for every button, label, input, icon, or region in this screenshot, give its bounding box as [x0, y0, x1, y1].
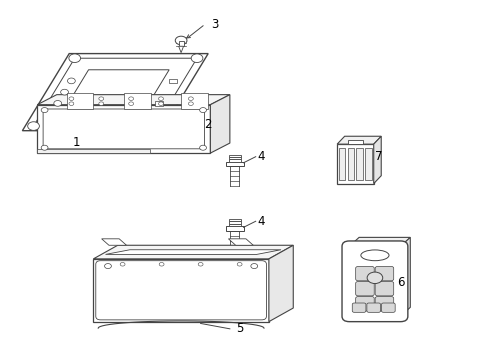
- FancyBboxPatch shape: [351, 303, 365, 312]
- FancyBboxPatch shape: [355, 282, 373, 296]
- Circle shape: [366, 272, 382, 284]
- Ellipse shape: [360, 250, 388, 261]
- Polygon shape: [61, 70, 169, 114]
- Bar: [356, 148, 363, 180]
- Circle shape: [128, 102, 133, 105]
- Text: 2: 2: [204, 118, 211, 131]
- Polygon shape: [37, 105, 210, 153]
- Circle shape: [191, 54, 203, 63]
- Circle shape: [41, 145, 48, 150]
- Circle shape: [237, 262, 242, 266]
- Bar: [155, 101, 163, 105]
- Bar: [228, 159, 241, 162]
- FancyBboxPatch shape: [341, 241, 407, 321]
- Bar: [178, 41, 183, 46]
- Circle shape: [198, 262, 203, 266]
- FancyBboxPatch shape: [96, 261, 266, 320]
- Polygon shape: [210, 95, 229, 153]
- Circle shape: [104, 264, 111, 269]
- Circle shape: [199, 108, 206, 113]
- Circle shape: [99, 97, 103, 100]
- Bar: [225, 226, 243, 231]
- Circle shape: [175, 36, 186, 45]
- Bar: [347, 140, 362, 144]
- Text: 1: 1: [72, 136, 80, 149]
- Polygon shape: [22, 54, 208, 131]
- Circle shape: [69, 97, 74, 100]
- Text: 7: 7: [374, 150, 382, 163]
- Polygon shape: [34, 58, 197, 126]
- Circle shape: [69, 102, 74, 105]
- Bar: [37, 149, 149, 153]
- Polygon shape: [178, 46, 183, 53]
- Text: 3: 3: [211, 18, 219, 31]
- Bar: [228, 221, 241, 224]
- Polygon shape: [268, 245, 293, 321]
- Bar: [228, 219, 241, 221]
- Polygon shape: [400, 237, 409, 316]
- Polygon shape: [348, 246, 400, 316]
- Polygon shape: [37, 95, 229, 105]
- Circle shape: [150, 122, 162, 130]
- FancyBboxPatch shape: [374, 282, 393, 296]
- Circle shape: [99, 102, 103, 105]
- Text: 4: 4: [257, 215, 265, 228]
- Polygon shape: [105, 250, 281, 255]
- Circle shape: [158, 102, 163, 105]
- Polygon shape: [228, 239, 253, 245]
- Circle shape: [54, 100, 61, 106]
- FancyBboxPatch shape: [381, 303, 394, 312]
- Circle shape: [69, 54, 81, 63]
- Circle shape: [41, 108, 48, 113]
- Circle shape: [159, 262, 163, 266]
- Bar: [168, 79, 176, 83]
- Bar: [123, 93, 150, 109]
- Text: 4: 4: [257, 150, 265, 163]
- Polygon shape: [348, 237, 409, 246]
- Polygon shape: [93, 245, 293, 259]
- Text: 5: 5: [235, 322, 243, 335]
- FancyBboxPatch shape: [355, 297, 373, 311]
- Circle shape: [28, 122, 40, 130]
- Text: 6: 6: [396, 276, 404, 289]
- Circle shape: [250, 264, 257, 269]
- Circle shape: [120, 262, 125, 266]
- FancyBboxPatch shape: [43, 109, 204, 149]
- Polygon shape: [93, 259, 268, 321]
- Circle shape: [158, 97, 163, 100]
- Bar: [66, 93, 93, 109]
- Polygon shape: [336, 136, 381, 144]
- Bar: [181, 93, 207, 109]
- FancyBboxPatch shape: [355, 266, 373, 281]
- Polygon shape: [336, 144, 373, 184]
- Circle shape: [199, 145, 206, 150]
- FancyBboxPatch shape: [374, 266, 393, 281]
- Bar: [225, 162, 243, 166]
- FancyBboxPatch shape: [366, 303, 380, 312]
- Bar: [228, 154, 241, 157]
- Polygon shape: [102, 239, 126, 245]
- Circle shape: [188, 102, 193, 105]
- Circle shape: [128, 97, 133, 100]
- Circle shape: [61, 89, 68, 95]
- Bar: [365, 148, 371, 180]
- Circle shape: [188, 97, 193, 100]
- Bar: [228, 224, 241, 226]
- Bar: [347, 148, 354, 180]
- FancyBboxPatch shape: [374, 297, 393, 311]
- Bar: [338, 148, 345, 180]
- Bar: [228, 157, 241, 159]
- Polygon shape: [373, 136, 381, 184]
- Circle shape: [67, 78, 75, 84]
